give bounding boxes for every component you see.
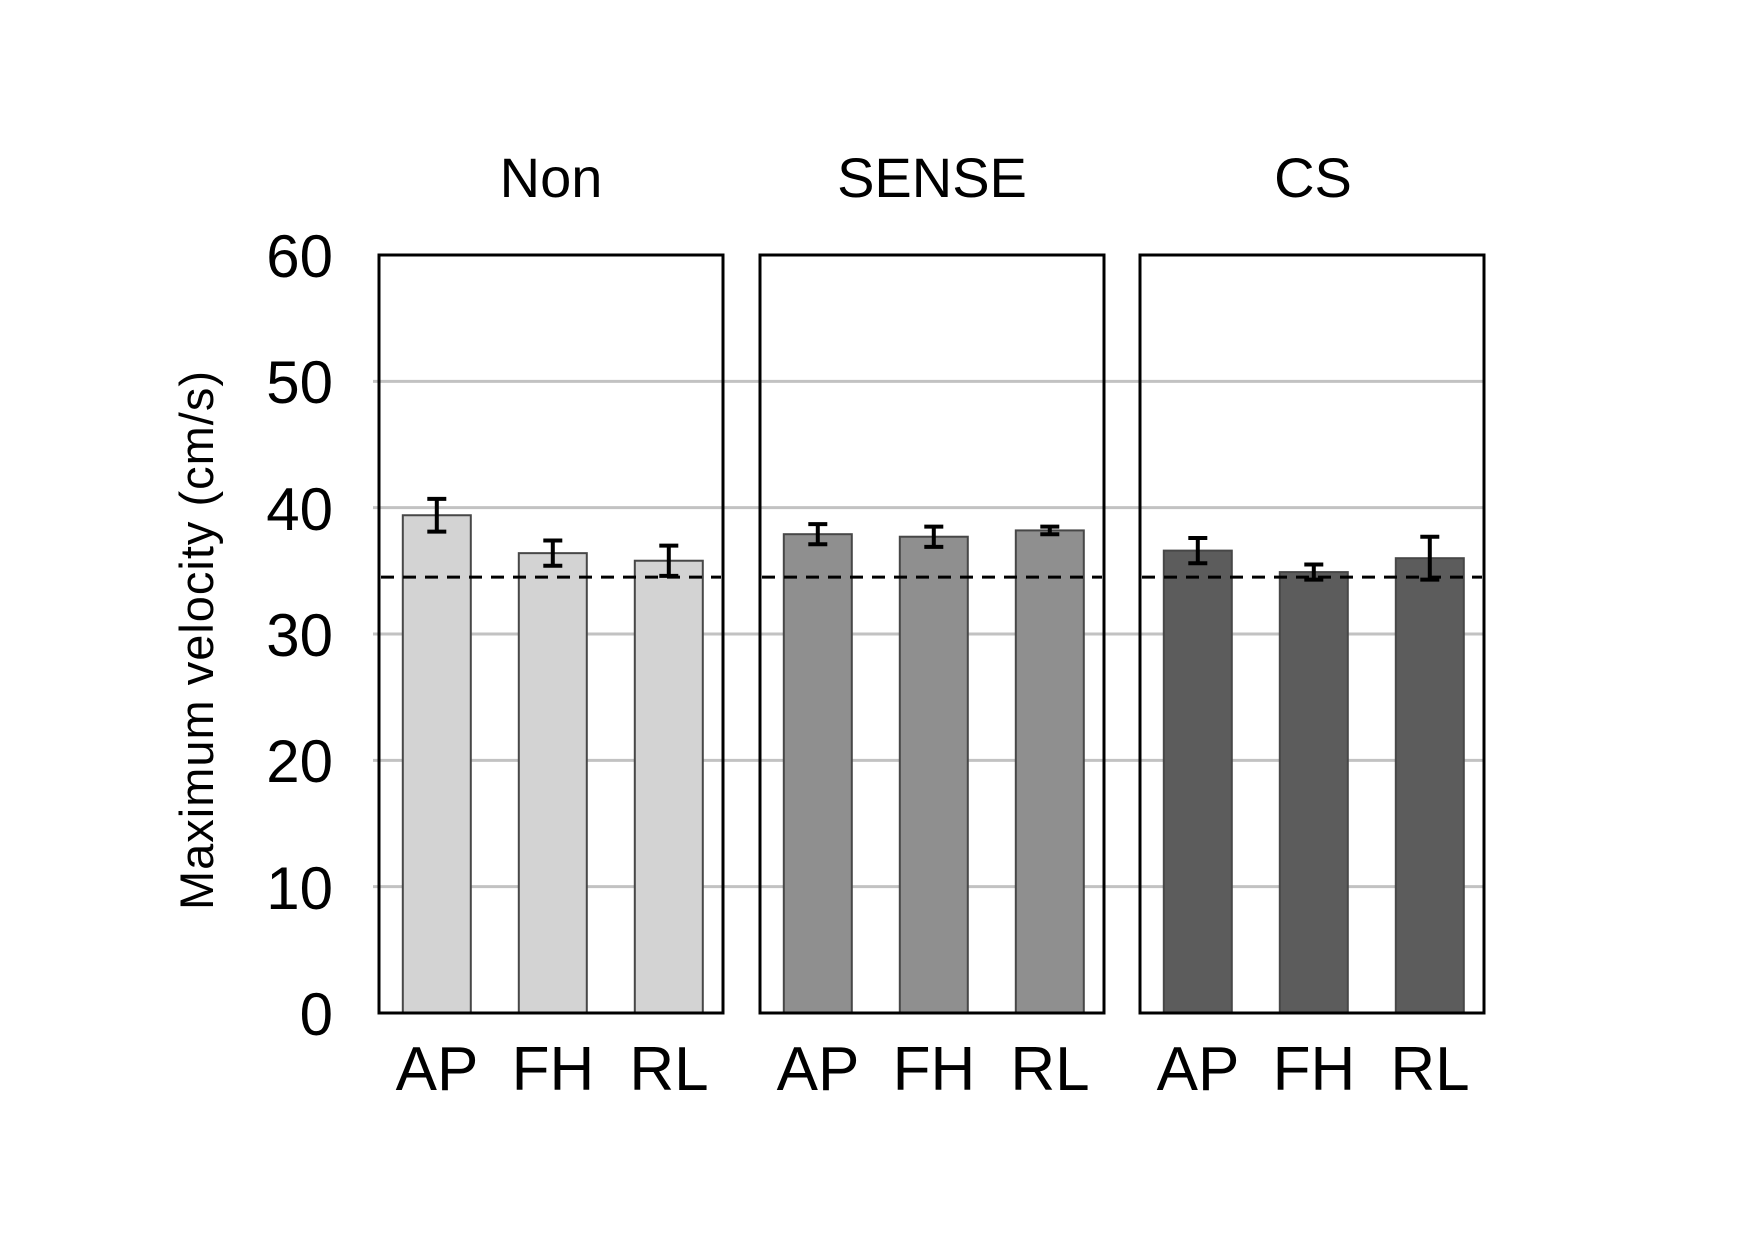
error-bar-non-ap <box>427 496 447 534</box>
bar-sense-rl <box>1014 529 1085 1014</box>
x-label-cs-ap: AP <box>1157 1035 1240 1104</box>
bar-cs-ap <box>1162 549 1233 1014</box>
y-tick-label-30: 30 <box>266 602 333 669</box>
y-axis-title: Maximum velocity (cm/s) <box>170 370 223 910</box>
panel-title-cs: CS <box>1274 146 1352 209</box>
x-label-cs-rl: RL <box>1390 1035 1469 1104</box>
y-tick-label-40: 40 <box>266 476 333 543</box>
y-tick-label-50: 50 <box>266 349 333 416</box>
bar-non-ap <box>401 514 472 1014</box>
panel-border-non <box>377 253 725 1015</box>
bar-non-fh <box>517 552 588 1014</box>
x-label-non-fh: FH <box>512 1035 595 1104</box>
error-bar-sense-rl <box>1040 524 1060 537</box>
panel-title-non: Non <box>500 146 603 209</box>
bar-cs-fh <box>1278 571 1349 1014</box>
panel-title-sense: SENSE <box>837 146 1027 209</box>
x-label-non-ap: AP <box>396 1035 479 1104</box>
y-tick-label-10: 10 <box>266 855 333 922</box>
panel-borders-layer <box>377 253 1486 1015</box>
panel-border-cs <box>1138 253 1486 1015</box>
error-bar-cs-rl <box>1420 534 1440 582</box>
bar-sense-fh <box>898 535 969 1014</box>
x-label-sense-fh: FH <box>893 1035 976 1104</box>
y-tick-label-0: 0 <box>300 981 333 1048</box>
x-label-cs-fh: FH <box>1273 1035 1356 1104</box>
error-bar-non-fh <box>543 538 563 568</box>
bar-non-rl <box>633 559 704 1015</box>
y-tick-label-60: 60 <box>266 223 333 290</box>
x-label-sense-rl: RL <box>1010 1035 1089 1104</box>
y-tick-label-20: 20 <box>266 728 333 795</box>
bars-layer <box>401 496 1465 1015</box>
error-bar-sense-ap <box>808 522 828 547</box>
x-label-sense-ap: AP <box>777 1035 860 1104</box>
x-label-non-rl: RL <box>629 1035 708 1104</box>
bar-cs-rl <box>1394 557 1465 1014</box>
error-bar-cs-ap <box>1188 535 1208 566</box>
panel-border-sense <box>758 253 1106 1015</box>
error-bar-cs-fh <box>1304 562 1324 582</box>
bar-sense-ap <box>782 533 853 1014</box>
error-bar-sense-fh <box>924 524 944 549</box>
